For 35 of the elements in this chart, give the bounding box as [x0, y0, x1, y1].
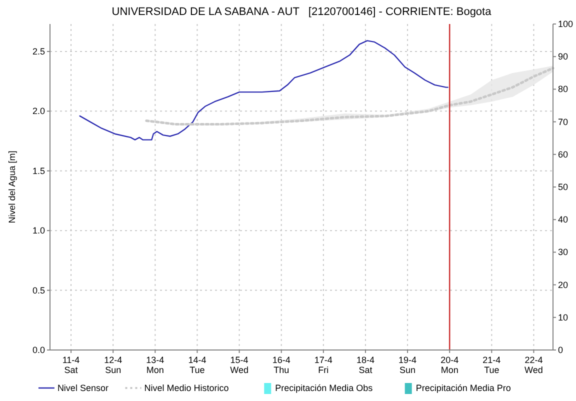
y2-tick-label: 10: [558, 312, 568, 322]
x-tick-label: 15-4 Wed: [230, 355, 248, 375]
y2-tick-label: 80: [558, 84, 568, 94]
x-tick-label: 12-4 Sun: [104, 355, 122, 375]
y-tick-label: 1.0: [32, 226, 45, 236]
legend-label: Precipitación Media Pro: [416, 383, 511, 393]
y-tick-label: 2.5: [32, 46, 45, 56]
y2-tick-label: 40: [558, 214, 568, 225]
y2-tick-label: 50: [558, 182, 568, 192]
y-tick-label: 0.5: [32, 285, 45, 296]
y2-tick-label: 100: [558, 19, 574, 29]
x-tick-label: 16-4 Thu: [272, 355, 290, 375]
y2-tick-label: 60: [558, 149, 568, 160]
x-tick-label: 22-4 Wed: [524, 355, 543, 375]
x-tick-label: 18-4 Sat: [356, 355, 374, 375]
y2-tick-label: 30: [558, 247, 568, 258]
x-tick-label: 21-4 Tue: [482, 355, 501, 375]
legend-label: Precipitación Media Obs: [275, 383, 374, 393]
y-tick-label: 1.5: [32, 166, 45, 176]
x-tick-label: 20-4 Mon: [440, 355, 459, 375]
y2-tick-label: 70: [558, 116, 568, 127]
x-tick-label: 13-4 Mon: [146, 355, 164, 375]
x-tick-label: 11-4 Sat: [62, 355, 80, 375]
y-tick-label: 2.0: [32, 106, 45, 116]
y2-tick-label: 20: [558, 280, 568, 290]
y-axis-title: Nivel del Agua [m]: [7, 150, 17, 224]
x-tick-label: 14-4 Tue: [188, 355, 206, 375]
x-tick-label: 17-4 Fri: [314, 355, 332, 375]
y-tick-label: 0.0: [32, 345, 45, 355]
chart-title: UNIVERSIDAD DE LA SABANA - AUT [2120700146] - CORRIENTE: Bogota: [112, 6, 492, 18]
legend-label: Nivel Medio Historico: [144, 383, 229, 393]
x-tick-label: 19-4 Sun: [398, 355, 417, 375]
y2-tick-label: 0: [558, 345, 564, 355]
legend-label: Nivel Sensor: [57, 383, 108, 393]
y2-tick-label: 90: [558, 52, 568, 62]
